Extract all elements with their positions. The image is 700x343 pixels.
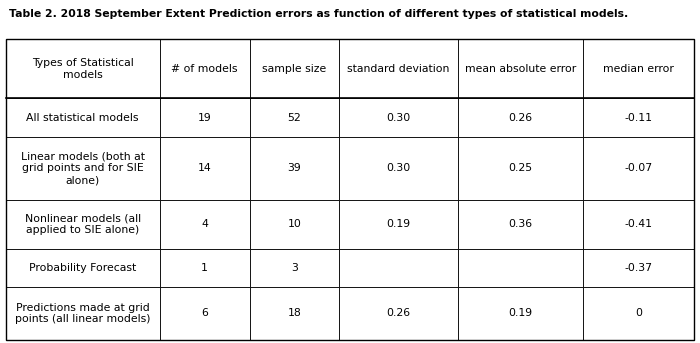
Text: Types of Statistical
models: Types of Statistical models	[32, 58, 134, 80]
Bar	[160, 200, 250, 249]
Text: 19: 19	[198, 113, 211, 123]
Bar	[6, 249, 160, 287]
Bar	[340, 98, 458, 137]
Text: 14: 14	[198, 163, 211, 174]
Text: 3: 3	[291, 263, 298, 273]
Text: 0: 0	[636, 308, 643, 318]
Bar	[6, 98, 160, 137]
Bar	[160, 98, 250, 137]
Bar	[6, 39, 694, 340]
Bar	[6, 287, 160, 340]
Bar	[160, 249, 250, 287]
Bar	[340, 287, 458, 340]
Bar	[458, 287, 583, 340]
Text: Predictions made at grid
points (all linear models): Predictions made at grid points (all lin…	[15, 303, 150, 324]
Text: 0.25: 0.25	[508, 163, 533, 174]
Bar	[340, 39, 458, 98]
Bar	[458, 200, 583, 249]
Bar	[250, 249, 340, 287]
Text: mean absolute error: mean absolute error	[465, 64, 576, 74]
Text: median error: median error	[603, 64, 674, 74]
Text: standard deviation: standard deviation	[347, 64, 449, 74]
Bar	[583, 137, 694, 200]
Text: 0.26: 0.26	[386, 308, 410, 318]
Bar	[583, 287, 694, 340]
Text: -0.37: -0.37	[625, 263, 653, 273]
Bar	[583, 98, 694, 137]
Text: 4: 4	[202, 219, 208, 229]
Bar	[6, 39, 160, 98]
Text: 52: 52	[288, 113, 301, 123]
Bar	[160, 39, 250, 98]
Text: Nonlinear models (all
applied to SIE alone): Nonlinear models (all applied to SIE alo…	[25, 213, 141, 235]
Bar	[160, 287, 250, 340]
Bar	[6, 137, 160, 200]
Text: 0.30: 0.30	[386, 113, 411, 123]
Text: 1: 1	[202, 263, 208, 273]
Text: Probability Forecast: Probability Forecast	[29, 263, 136, 273]
Text: 6: 6	[202, 308, 208, 318]
Bar	[583, 39, 694, 98]
Bar	[340, 200, 458, 249]
Text: Linear models (both at
grid points and for SIE
alone): Linear models (both at grid points and f…	[21, 152, 145, 185]
Bar	[250, 287, 340, 340]
Bar	[6, 200, 160, 249]
Text: 0.26: 0.26	[508, 113, 533, 123]
Text: Table 2. 2018 September Extent Prediction errors as function of different types : Table 2. 2018 September Extent Predictio…	[9, 9, 629, 19]
Bar	[458, 39, 583, 98]
Text: -0.41: -0.41	[625, 219, 653, 229]
Text: -0.11: -0.11	[625, 113, 653, 123]
Bar	[458, 98, 583, 137]
Bar	[583, 249, 694, 287]
Text: 0.30: 0.30	[386, 163, 411, 174]
Bar	[583, 200, 694, 249]
Bar	[250, 39, 340, 98]
Text: 0.19: 0.19	[508, 308, 533, 318]
Text: 0.19: 0.19	[386, 219, 410, 229]
Bar	[340, 249, 458, 287]
Text: sample size: sample size	[262, 64, 326, 74]
Text: 18: 18	[288, 308, 301, 318]
Bar	[160, 137, 250, 200]
Bar	[458, 249, 583, 287]
Text: 39: 39	[288, 163, 301, 174]
Text: 0.36: 0.36	[508, 219, 533, 229]
Bar	[340, 137, 458, 200]
Text: -0.07: -0.07	[624, 163, 653, 174]
Text: All statistical models: All statistical models	[27, 113, 139, 123]
Bar	[250, 200, 340, 249]
Bar	[250, 98, 340, 137]
Bar	[250, 137, 340, 200]
Text: 10: 10	[288, 219, 301, 229]
Text: # of models: # of models	[172, 64, 238, 74]
Bar	[458, 137, 583, 200]
